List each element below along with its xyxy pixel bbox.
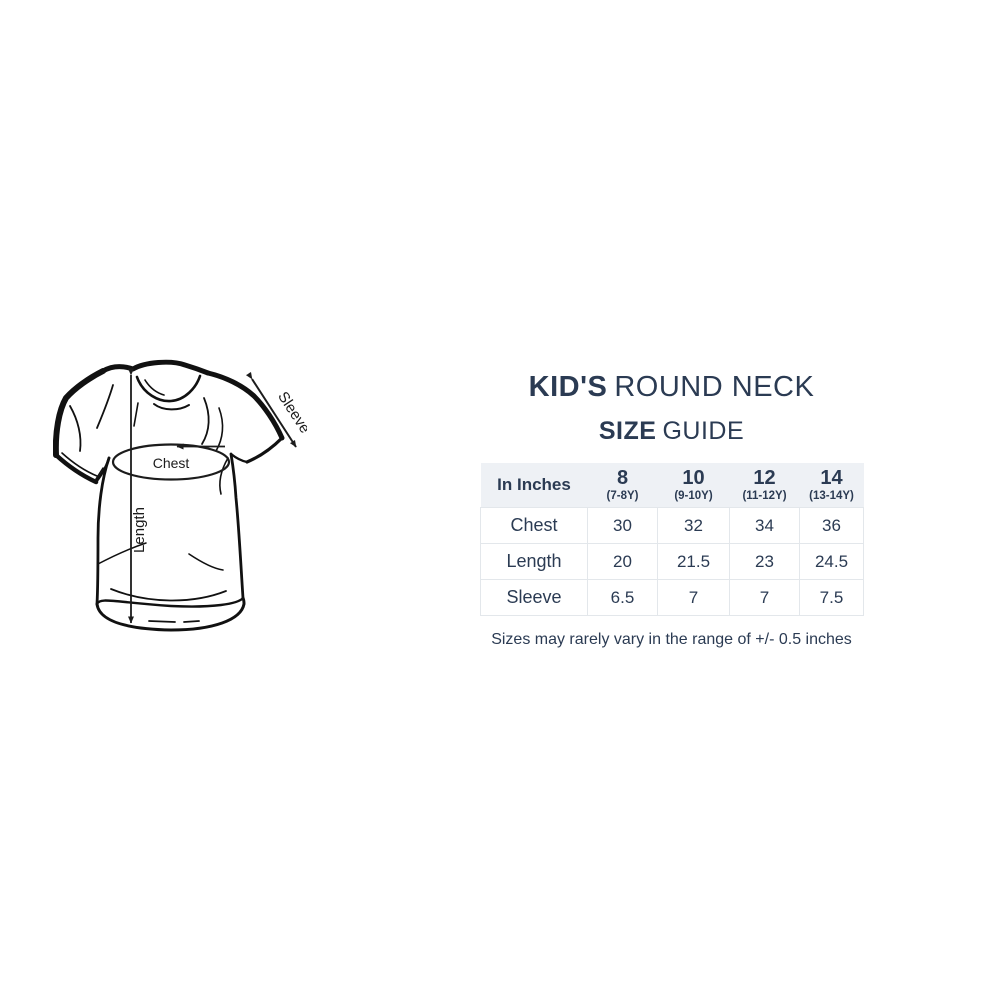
table-row-sleeve: Sleeve 6.5 7 7 7.5 [480,579,864,616]
page-subtitle-rest: GUIDE [662,417,745,445]
size-column-header: 10 (9-10Y) [657,463,730,508]
age-range: (7-8Y) [606,489,639,502]
size-value: 10 [682,466,705,489]
page-title-rest: ROUND NECK [614,371,815,403]
measurement-cell: 34 [729,507,800,544]
unit-header-cell: In Inches [480,463,588,508]
page-title-emphasis: KID'S [528,371,608,403]
chest-measure-ellipse: Chest [111,443,231,481]
measurement-cell: 7 [657,579,730,616]
measurement-cell: 21.5 [657,543,730,580]
size-column-header: 8 (7-8Y) [587,463,658,508]
size-table: In Inches 8 (7-8Y) 10 (9-10Y) 12 (11-12Y… [480,463,864,616]
tshirt-outline [53,359,285,632]
measurement-cell: 20 [587,543,658,580]
page-title: KID'S ROUND NECK [480,371,863,404]
measurement-cell: 7.5 [799,579,864,616]
age-range: (11-12Y) [742,489,787,502]
size-column-header: 12 (11-12Y) [729,463,800,508]
measurement-cell: 30 [587,507,658,544]
table-row-length: Length 20 21.5 23 24.5 [480,543,864,580]
tshirt-measurement-diagram: Chest Length Sleeve [53,359,307,632]
measurement-cell: 6.5 [587,579,658,616]
measurement-cell: 36 [799,507,864,544]
length-label: Length [131,507,148,553]
age-range: (13-14Y) [809,489,854,502]
row-label: Chest [480,507,588,544]
age-range: (9-10Y) [674,489,713,502]
size-table-header-row: In Inches 8 (7-8Y) 10 (9-10Y) 12 (11-12Y… [480,463,864,508]
size-value: 12 [753,466,776,489]
length-measure-arrow: Length [128,368,148,624]
size-variance-note: Sizes may rarely vary in the range of +/… [491,631,852,648]
measurement-cell: 24.5 [799,543,864,580]
page-subtitle-emphasis: SIZE [598,417,657,445]
measurement-cell: 23 [729,543,800,580]
row-label: Length [480,543,588,580]
size-value: 14 [820,466,843,489]
size-value: 8 [616,466,629,489]
row-label: Sleeve [480,579,588,616]
size-guide-panel: KID'S ROUND NECK SIZE GUIDE In Inches 8 (7… [480,371,864,649]
table-row-chest: Chest 30 32 34 36 [480,507,864,544]
size-column-header: 14 (13-14Y) [799,463,864,508]
chest-label: Chest [153,455,190,471]
measurement-cell: 7 [729,579,800,616]
measurement-cell: 32 [657,507,730,544]
page-subtitle: SIZE GUIDE [480,417,863,446]
